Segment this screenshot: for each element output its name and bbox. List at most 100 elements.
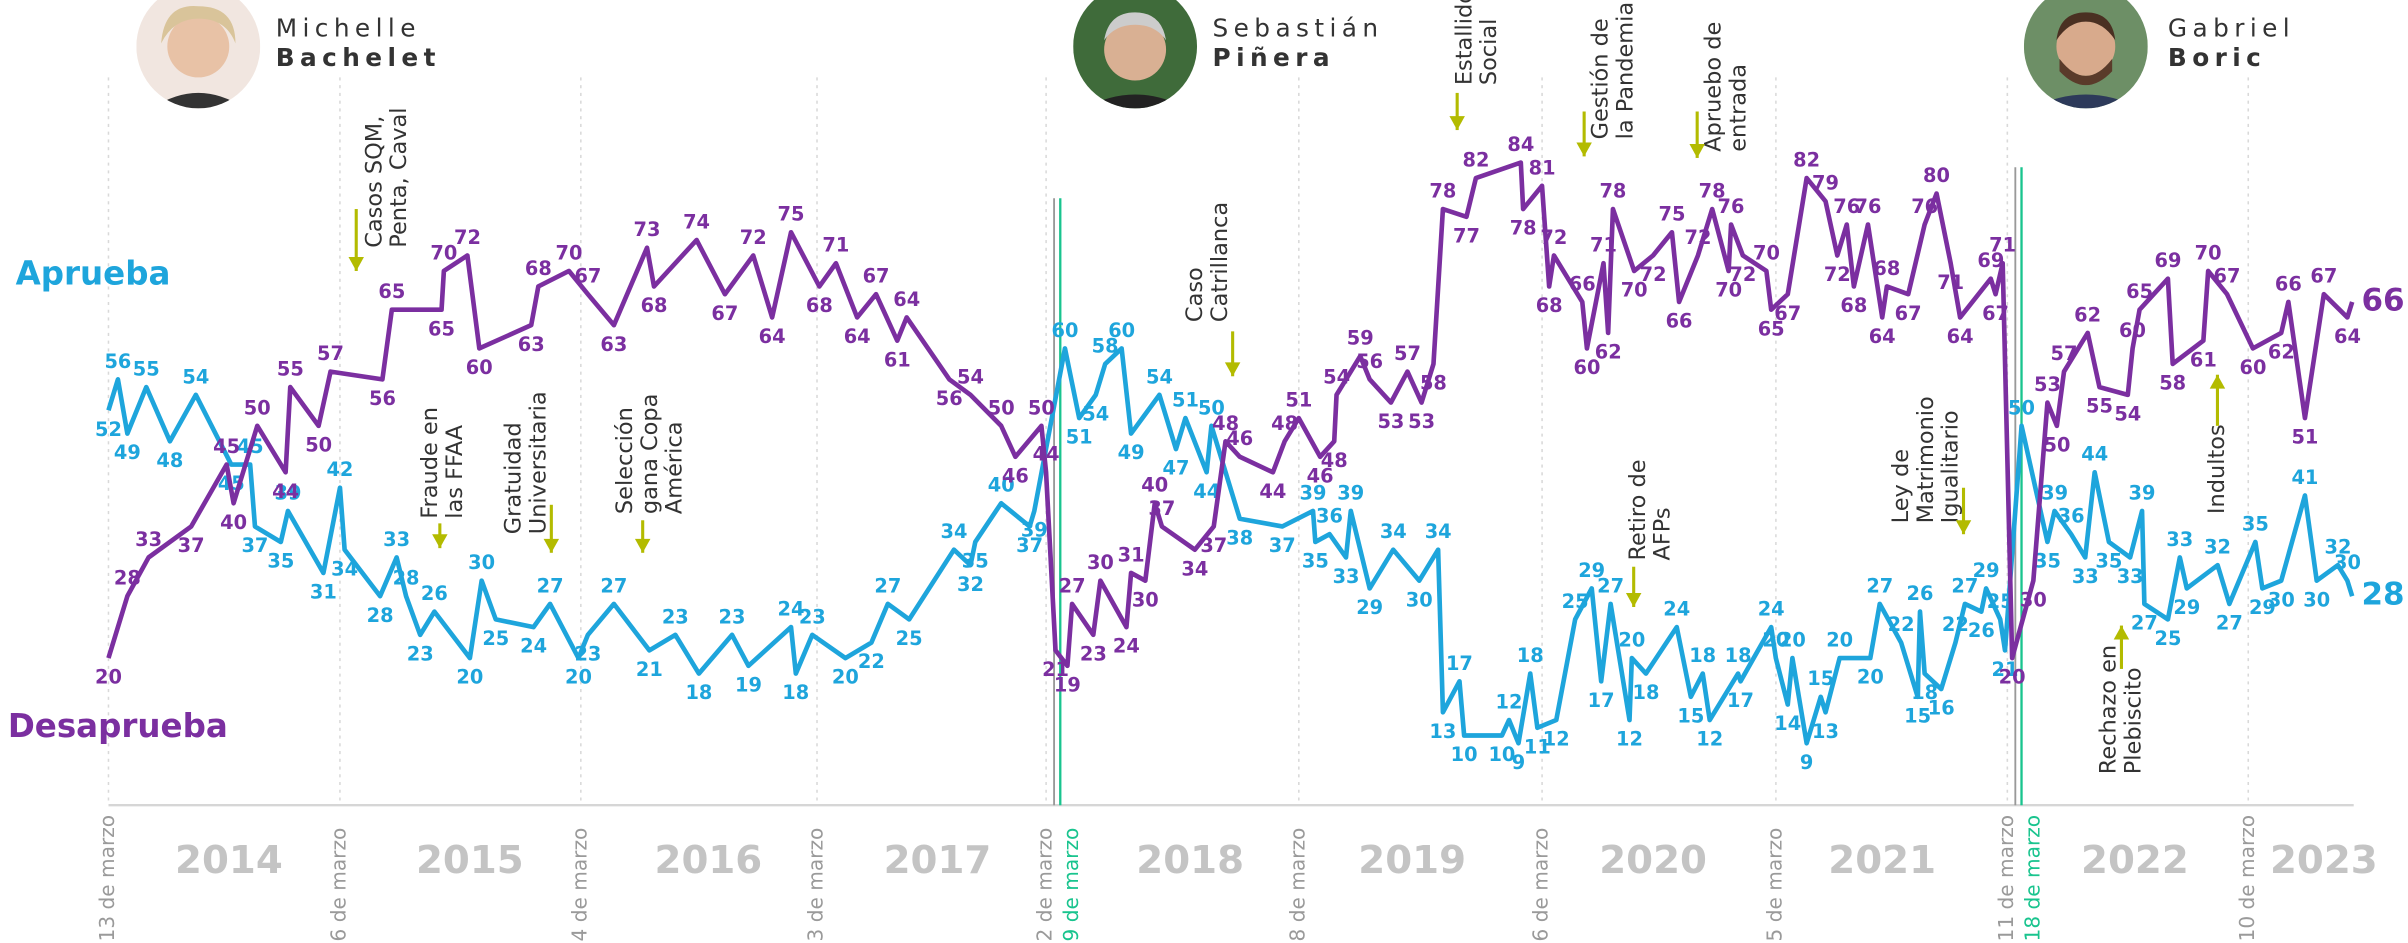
value-label: 25: [1562, 590, 1589, 613]
value-label: 22: [1942, 613, 1969, 636]
value-label: 13: [1429, 720, 1456, 743]
value-label: 65: [378, 280, 405, 303]
value-label: 29: [1578, 559, 1605, 582]
value-label: 20: [1618, 629, 1645, 652]
value-label: 40: [1141, 474, 1168, 497]
value-label: 52: [95, 418, 122, 441]
annotation-arrowhead: [1689, 144, 1705, 158]
value-label: 27: [1597, 574, 1624, 597]
value-label: 48: [156, 449, 183, 472]
value-label: 29: [1973, 559, 2000, 582]
value-label: 75: [778, 203, 805, 226]
president-last-name: Piñera: [1213, 43, 1336, 72]
value-label: 48: [1271, 412, 1298, 435]
value-label: 39: [2041, 481, 2068, 504]
year-label: 2022: [2081, 838, 2189, 883]
value-label: 44: [272, 480, 299, 503]
value-label: 40: [220, 511, 247, 534]
value-label: 72: [1540, 226, 1567, 249]
value-label: 20: [565, 666, 592, 689]
value-label: 18: [1633, 681, 1660, 704]
president-last-name: Bachelet: [276, 43, 441, 72]
value-label: 50: [1028, 396, 1055, 419]
annotation-text: gana Copa: [637, 394, 663, 514]
value-label: 27: [1951, 574, 1978, 597]
value-label: 55: [277, 358, 304, 381]
value-label: 54: [2114, 402, 2141, 425]
value-label: 35: [962, 550, 989, 573]
value-label: 37: [1269, 534, 1296, 557]
annotation-text: América: [662, 422, 688, 515]
value-label: 37: [1200, 534, 1227, 557]
value-label: 46: [1002, 464, 1029, 487]
value-label: 33: [2117, 565, 2144, 588]
value-label: 62: [2268, 341, 2295, 364]
value-label: 66: [2275, 272, 2302, 295]
value-label: 24: [1113, 635, 1140, 658]
annotation-text: Universitaria: [525, 391, 551, 534]
value-label: 54: [957, 365, 984, 388]
value-label: 67: [863, 265, 890, 288]
value-label: 57: [1394, 342, 1421, 365]
annotation-text: Gratuidad: [501, 422, 527, 534]
value-label: 28: [367, 604, 394, 627]
value-label: 58: [1420, 372, 1447, 395]
value-label: 15: [1677, 704, 1704, 727]
value-label: 67: [711, 302, 738, 325]
value-label: 61: [884, 348, 911, 371]
value-label: 50: [1198, 396, 1225, 419]
annotation-arrowhead: [1224, 362, 1241, 377]
x-tick-label: 4 de marzo: [567, 828, 591, 942]
value-label: 23: [407, 642, 434, 665]
value-label: 61: [2190, 348, 2217, 371]
annotation-text: Catrillanca: [1207, 202, 1233, 322]
value-label: 48: [1321, 449, 1348, 472]
value-label: 57: [317, 342, 344, 365]
value-label: 30: [2334, 551, 2361, 574]
value-label: 75: [1659, 203, 1686, 226]
annotation-text: Casos SQM,: [361, 116, 387, 248]
x-tick-label: 10 de marzo: [2235, 815, 2259, 942]
value-label: 69: [1977, 249, 2004, 272]
x-tick-label: 11 de marzo: [1994, 815, 2018, 942]
value-label: 76: [1911, 195, 1938, 218]
value-label: 60: [2240, 356, 2267, 379]
value-label: 16: [1928, 697, 1955, 720]
value-label: 53: [1377, 410, 1404, 433]
value-label: 21: [1042, 658, 1069, 681]
value-label: 71: [1937, 271, 1964, 294]
value-label: 71: [1989, 234, 2016, 257]
value-label: 54: [1082, 402, 1109, 425]
value-label: 73: [634, 218, 661, 241]
value-label: 56: [369, 387, 396, 410]
value-label: 50: [988, 396, 1015, 419]
value-label: 70: [1753, 241, 1780, 264]
value-label: 65: [428, 317, 455, 340]
annotation-text: Ley de: [1888, 449, 1914, 523]
value-label: 46: [1307, 464, 1334, 487]
value-label: 67: [2214, 265, 2241, 288]
value-label: 79: [1812, 172, 1839, 195]
value-label: 35: [267, 550, 294, 573]
value-label: 34: [1181, 557, 1208, 580]
value-label: 10: [1488, 743, 1515, 766]
value-label: 29: [2173, 596, 2200, 619]
value-label: 35: [2242, 512, 2269, 535]
value-label: 84: [1507, 133, 1534, 156]
annotation-text: Indultos: [2204, 424, 2230, 514]
value-label: 12: [1543, 728, 1570, 751]
x-tick-label: 5 de marzo: [1762, 828, 1786, 942]
annotation-arrowhead: [543, 538, 560, 553]
value-label: 51: [2291, 426, 2318, 449]
value-label: 37: [178, 534, 205, 557]
annotation-text: la Pandemia: [1612, 2, 1638, 139]
x-tick-label: 3 de marzo: [804, 828, 828, 942]
value-label: 58: [1092, 334, 1119, 357]
value-label: 66: [1666, 310, 1693, 333]
value-label: 55: [2086, 395, 2113, 418]
year-label: 2019: [1358, 838, 1466, 883]
annotation-arrowhead: [432, 534, 448, 549]
value-label: 76: [1833, 195, 1860, 218]
legend-label: Aprueba: [16, 255, 171, 293]
annotation-text: Gestión de: [1588, 18, 1614, 139]
